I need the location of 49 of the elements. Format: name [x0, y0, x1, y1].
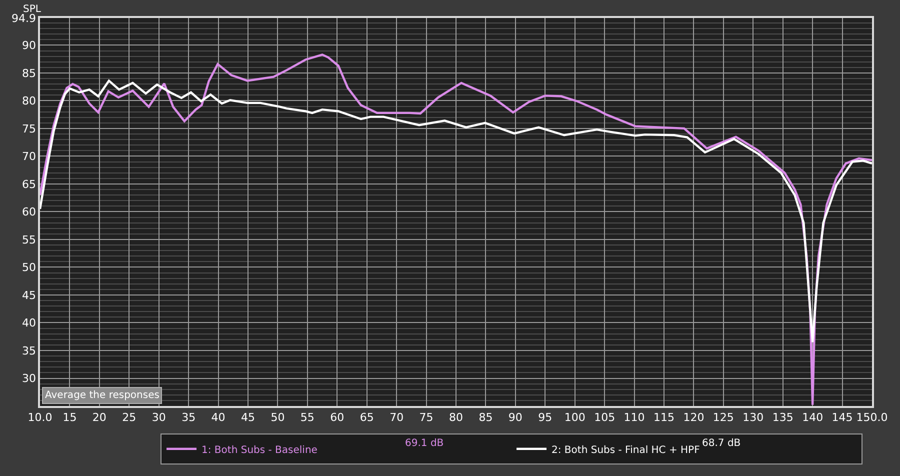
x-tick-label: 120	[683, 410, 704, 424]
y-tick-label: 30	[22, 372, 36, 386]
x-tick-label: 10.0	[28, 410, 52, 424]
legend-label: 1: Both Subs - Baseline	[202, 444, 318, 456]
x-tick-label: 30	[152, 410, 166, 424]
x-tick-label: 80	[449, 410, 463, 424]
y-tick-label: 80	[22, 94, 36, 108]
x-tick-label: 70	[390, 410, 404, 424]
y-tick-label: 40	[22, 316, 36, 330]
x-tick-label: 85	[478, 410, 493, 424]
y-tick-label: 60	[22, 206, 36, 219]
legend-label: 2: Both Subs - Final HC + HPF	[552, 444, 700, 456]
line-series	[40, 54, 872, 406]
x-tick-label: 95	[538, 410, 552, 424]
x-tick-label: 150.0	[856, 410, 888, 424]
y-tick-label: 90	[22, 39, 36, 52]
line-series	[40, 80, 872, 344]
text: 68.7 dB	[702, 438, 741, 449]
annotation: Average the responses	[45, 390, 160, 401]
x-tick-label: 40	[211, 410, 226, 424]
x-tick-label: 15	[62, 410, 77, 424]
x-tick-label: 75	[419, 410, 434, 424]
y-tick-label: 45	[22, 288, 36, 302]
y-tick-label: 75	[22, 122, 36, 136]
x-tick-label: 115	[654, 410, 674, 424]
x-tick-label: 140	[802, 410, 824, 424]
x-tick-label: 55	[300, 410, 314, 424]
x-tick-label: 65	[360, 410, 374, 424]
y-tick-label: 85	[22, 66, 36, 80]
y-tick-label: 65	[22, 178, 36, 191]
x-tick-label: 100	[564, 410, 586, 424]
y-tick-label: 50	[22, 261, 36, 274]
x-tick-label: 45	[241, 410, 255, 424]
y-tick-label: 55	[22, 233, 36, 246]
x-tick-label: 130	[742, 410, 764, 424]
x-tick-label: 25	[122, 410, 136, 424]
y-tick-label: 35	[22, 344, 36, 358]
x-tick-label: 90	[508, 410, 522, 424]
x-tick-label: 60	[330, 410, 344, 424]
x-tick-label: 50	[270, 410, 285, 424]
text: 69.1 dB	[405, 438, 444, 449]
x-tick-label: 125	[712, 410, 734, 424]
x-tick-label: 135	[772, 410, 794, 424]
x-tick-label: 145	[832, 410, 853, 424]
x-tick-label: 35	[182, 410, 196, 424]
x-tick-label: 110	[624, 410, 645, 424]
x-tick-label: 105	[594, 410, 616, 424]
y-tick-label: 70	[22, 150, 36, 164]
x-tick-label: 20	[92, 410, 106, 424]
